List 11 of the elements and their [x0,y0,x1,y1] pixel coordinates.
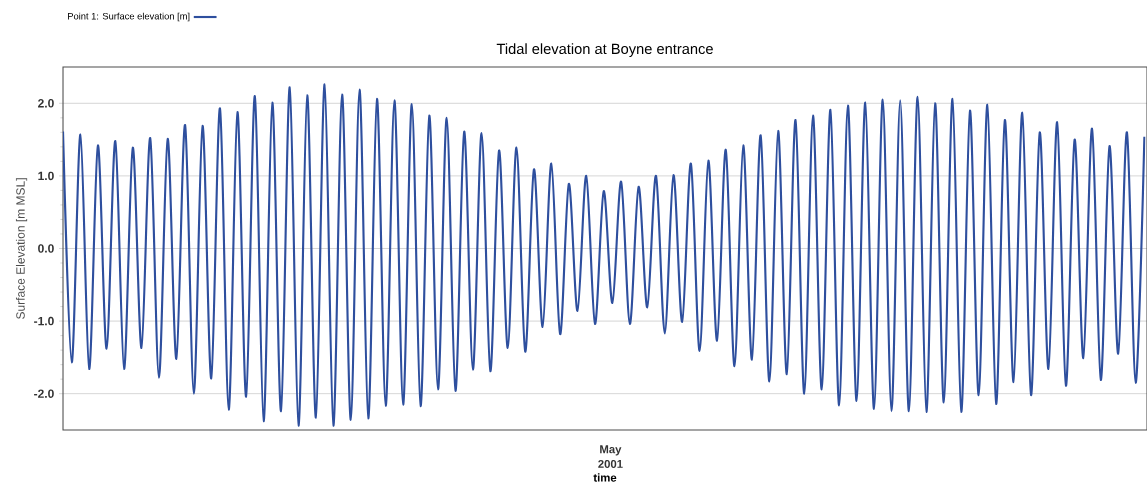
y-axis-title: Surface Elevation [m MSL] [15,178,28,319]
legend-label: Point 1: Surface elevation [m] [68,12,190,22]
y-tick-label: 0.0 [38,244,54,253]
y-tick-label: 1.0 [38,171,54,181]
line-series [63,83,1146,427]
x-axis-title: time [593,473,617,482]
y-tick-label: -1.0 [34,316,54,326]
y-tick-label: -2.0 [34,389,54,398]
text: May 2001 [598,445,623,468]
chart-title: Tidal elevation at Boyne entrance [496,43,713,57]
y-tick-label: 2.0 [38,99,54,108]
